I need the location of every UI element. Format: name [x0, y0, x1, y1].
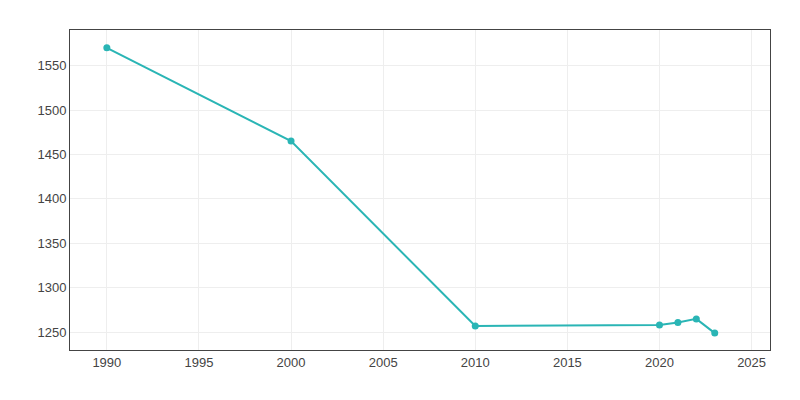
svg-text:2020: 2020 [645, 355, 674, 370]
svg-text:2025: 2025 [737, 355, 766, 370]
svg-text:1550: 1550 [37, 58, 66, 73]
svg-text:1450: 1450 [37, 147, 66, 162]
svg-text:2005: 2005 [369, 355, 398, 370]
svg-text:1500: 1500 [37, 103, 66, 118]
svg-text:2010: 2010 [461, 355, 490, 370]
svg-text:1400: 1400 [37, 191, 66, 206]
svg-text:1995: 1995 [184, 355, 213, 370]
svg-text:1300: 1300 [37, 280, 66, 295]
svg-text:2000: 2000 [277, 355, 306, 370]
svg-text:1990: 1990 [92, 355, 121, 370]
svg-text:1350: 1350 [37, 236, 66, 251]
svg-text:1250: 1250 [37, 325, 66, 340]
svg-text:2015: 2015 [553, 355, 582, 370]
